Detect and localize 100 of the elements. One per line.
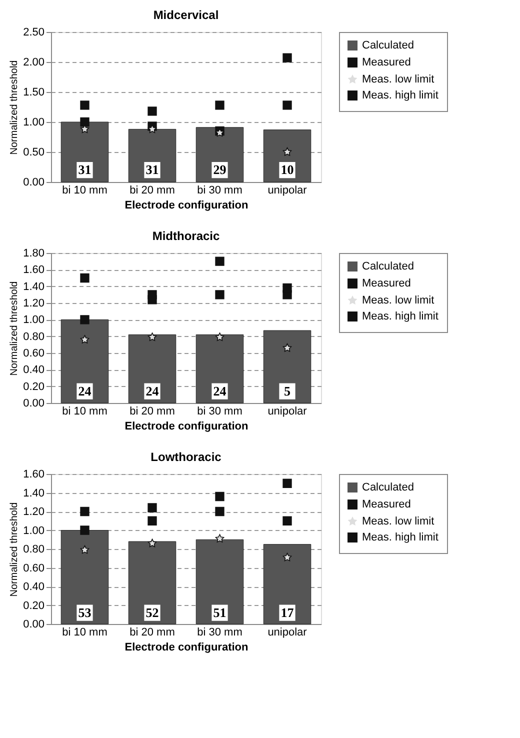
bar: [60, 319, 109, 404]
annotation: 24: [78, 383, 92, 398]
y-tick-label: 0.00: [23, 176, 44, 188]
y-axis-title: Normalized threshold: [9, 281, 20, 376]
point: [282, 147, 292, 156]
y-tick-label: 0.20: [23, 380, 44, 393]
x-tick-label: bi 20 mm: [130, 184, 175, 196]
point: [282, 478, 292, 488]
legend-label: Calculated: [362, 482, 414, 494]
x-tick-label: bi 10 mm: [62, 626, 108, 638]
x-tick-label: unipolar: [268, 626, 308, 638]
point: [215, 492, 224, 502]
annotation: 52: [146, 604, 159, 620]
bar: [263, 544, 312, 624]
y-tick-label: 1.80: [23, 248, 44, 260]
y-tick-label: 0.20: [23, 600, 44, 612]
point: [282, 343, 292, 352]
point: [80, 100, 90, 110]
x-tick-label: bi 10 mm: [62, 184, 108, 196]
x-axis-title: Electrode configuration: [124, 642, 248, 654]
y-tick-label: 1.00: [23, 314, 44, 326]
point: [80, 117, 90, 127]
annotation: 24: [213, 383, 227, 398]
legend-label: Meas. high limit: [362, 90, 438, 102]
point: [148, 106, 157, 116]
x-tick-label: bi 30 mm: [197, 406, 242, 418]
point: [80, 545, 90, 554]
bar: [128, 128, 176, 182]
x-tick-label: bi 30 mm: [197, 184, 242, 196]
x-axis-title: Electrode configuration: [124, 200, 248, 212]
point: [80, 526, 90, 535]
y-tick-label: 2.50: [23, 26, 44, 38]
chart-title: Midthoracic: [152, 229, 220, 243]
y-tick-label: 1.00: [23, 524, 44, 537]
point: [215, 290, 224, 300]
point: [282, 516, 292, 526]
y-tick-label: 0.50: [23, 146, 44, 158]
y-tick-label: 0.80: [23, 544, 44, 556]
x-tick-label: unipolar: [268, 184, 308, 196]
bar: [60, 530, 109, 624]
annotation: 17: [280, 604, 294, 620]
annotation: 10: [280, 162, 294, 177]
annotation: 5: [284, 383, 291, 398]
y-tick-label: 0.60: [23, 562, 44, 574]
legend-label: Meas. high limit: [362, 310, 438, 322]
point: [282, 283, 292, 293]
legend-label: Meas. low limit: [362, 516, 434, 528]
y-tick-label: 1.40: [23, 487, 44, 500]
point: [148, 503, 157, 512]
point: [80, 273, 90, 283]
x-tick-label: bi 20 mm: [130, 626, 175, 638]
bar: [128, 541, 176, 624]
bar: [263, 330, 312, 404]
point: [215, 534, 224, 542]
legend-label: Measured: [362, 498, 411, 510]
y-tick-label: 1.00: [23, 116, 44, 128]
legend-label: Calculated: [362, 260, 414, 272]
legend-label: Meas. high limit: [362, 532, 438, 544]
point: [80, 335, 90, 344]
point: [215, 100, 224, 110]
annotation: 51: [213, 604, 226, 620]
y-tick-label: 2.00: [23, 56, 44, 68]
legend-label: Meas. low limit: [362, 74, 434, 86]
annotation: 31: [146, 162, 159, 177]
point: [148, 538, 157, 548]
y-tick-label: 1.20: [23, 506, 44, 518]
legend-label: Measured: [362, 278, 411, 290]
y-axis-title: Normalized threshold: [9, 60, 20, 155]
y-tick-label: 1.50: [23, 86, 44, 98]
x-tick-label: bi 30 mm: [197, 626, 242, 638]
legend-label: Calculated: [362, 40, 414, 52]
y-tick-label: 1.60: [23, 468, 44, 480]
point: [215, 506, 224, 516]
bar: [263, 130, 312, 182]
point: [215, 256, 224, 266]
y-tick-label: 0.40: [23, 581, 44, 593]
annotation: 24: [146, 383, 160, 398]
chart-title: Midcervical: [153, 8, 219, 22]
annotation: 29: [213, 162, 227, 177]
point: [215, 332, 224, 341]
x-tick-label: bi 10 mm: [62, 406, 108, 418]
annotation: 31: [78, 162, 92, 177]
y-tick-label: 0.40: [23, 364, 44, 376]
point: [282, 552, 292, 562]
y-tick-label: 0.00: [23, 398, 44, 410]
y-tick-label: 1.20: [23, 298, 44, 310]
y-tick-label: 0.60: [23, 348, 44, 360]
y-tick-label: 1.40: [23, 280, 44, 293]
bar: [196, 539, 244, 624]
bar: [128, 334, 176, 404]
y-axis-title: Normalized threshold: [9, 502, 20, 597]
point: [148, 332, 157, 341]
point: [80, 506, 90, 516]
point: [282, 53, 292, 62]
legend-label: Meas. low limit: [362, 294, 434, 306]
bar: [60, 122, 109, 182]
legend-label: Measured: [362, 56, 411, 68]
chart-title: Lowthoracic: [150, 450, 222, 464]
point: [80, 315, 90, 324]
annotation: 53: [78, 604, 92, 620]
